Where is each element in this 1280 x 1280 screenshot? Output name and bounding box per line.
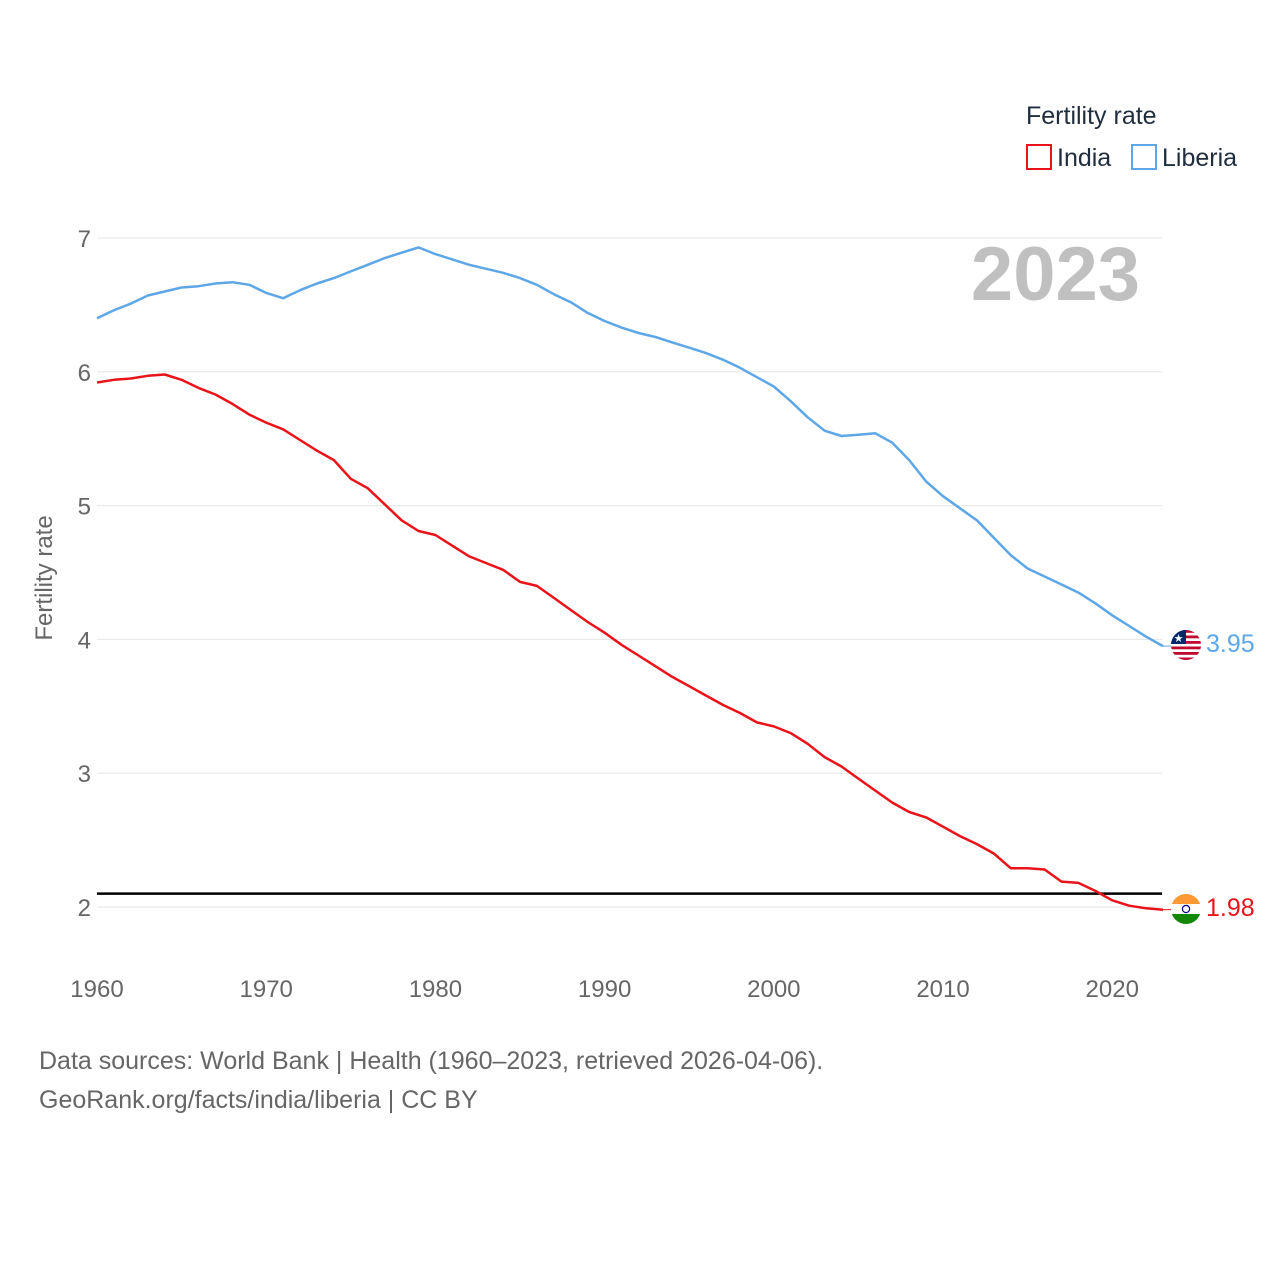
y-tick-label: 4: [78, 627, 91, 654]
x-tick-label: 2010: [916, 976, 969, 1003]
legend: Fertility rate India Liberia: [1026, 102, 1237, 172]
legend-swatch-india: [1026, 144, 1052, 170]
india-flag-icon: [1171, 894, 1201, 924]
series-line-india[interactable]: [96, 373, 1164, 911]
series-lines: [96, 246, 1164, 911]
source-line-2[interactable]: GeoRank.org/facts/india/liberia | CC BY: [39, 1086, 478, 1114]
y-tick-label: 2: [78, 895, 91, 922]
legend-label-liberia: Liberia: [1162, 144, 1237, 172]
liberia-end-value: 3.95: [1206, 630, 1255, 658]
x-tick-label: 1970: [240, 976, 293, 1003]
x-tick-label: 2020: [1086, 976, 1139, 1003]
x-tick-label: 1990: [578, 976, 631, 1003]
source-note: Data sources: World Bank | Health (1960–…: [39, 1042, 823, 1120]
chart-area: 2 3 4 5 6 7 1960 1970 1980 1990 2000 2010 2020 Fert…: [31, 102, 1255, 1003]
legend-title: Fertility rate: [1026, 102, 1157, 130]
liberia-flag-icon: ★: [1171, 630, 1201, 660]
x-tick-label: 1960: [70, 976, 123, 1003]
india-end-value: 1.98: [1206, 894, 1255, 922]
y-tick-label: 5: [78, 494, 91, 521]
legend-item-liberia[interactable]: Liberia: [1131, 144, 1237, 172]
svg-text:★: ★: [1174, 632, 1184, 645]
y-tick-label: 3: [78, 761, 91, 788]
y-axis: 2 3 4 5 6 7: [78, 226, 91, 922]
x-tick-label: 2000: [747, 976, 800, 1003]
x-axis: 1960 1970 1980 1990 2000 2010 2020: [70, 976, 1139, 1003]
y-tick-label: 7: [78, 226, 91, 253]
legend-swatch-liberia: [1131, 144, 1157, 170]
y-axis-title: Fertility rate: [31, 515, 58, 640]
legend-item-india[interactable]: India: [1026, 144, 1111, 172]
series-line-liberia[interactable]: [96, 246, 1164, 648]
legend-label-india: India: [1057, 144, 1111, 172]
year-label: 2023: [971, 232, 1140, 317]
x-tick-label: 1980: [409, 976, 462, 1003]
gridlines: [97, 237, 1162, 908]
y-tick-label: 6: [78, 360, 91, 387]
source-line-1: Data sources: World Bank | Health (1960–…: [39, 1047, 824, 1075]
series-endpoints: [1163, 645, 1171, 911]
